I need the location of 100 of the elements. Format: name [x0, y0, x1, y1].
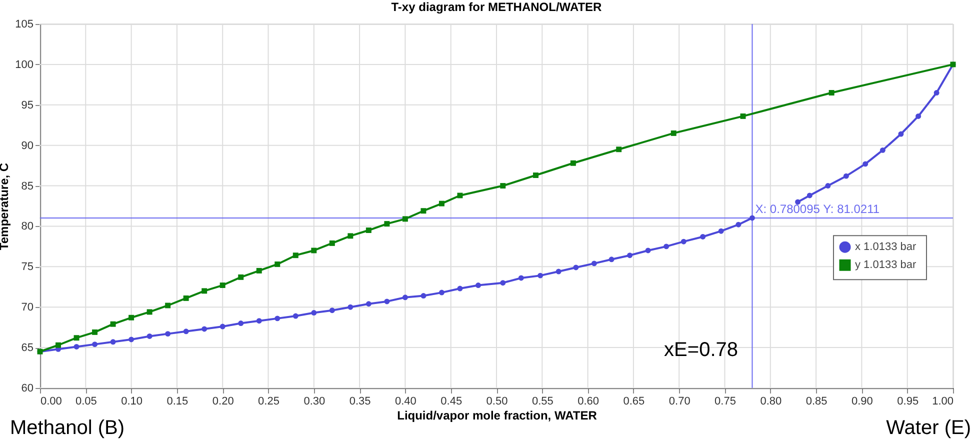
y-axis-title: Temperature, C — [0, 162, 12, 250]
point — [183, 328, 189, 334]
point — [457, 192, 463, 198]
point — [366, 301, 372, 307]
point — [256, 268, 262, 274]
point — [518, 275, 524, 281]
point — [110, 321, 116, 327]
y-tick-label: 60 — [21, 382, 34, 394]
y-tick-label: 105 — [15, 18, 34, 30]
point — [292, 252, 298, 258]
x-tick-label: 0.25 — [258, 396, 280, 408]
point — [348, 304, 354, 310]
x-tick-label: 0.15 — [166, 396, 188, 408]
x-tick-label: 0.95 — [897, 396, 919, 408]
x-axis-title: Liquid/vapor mole fraction, WATER — [397, 408, 598, 422]
point — [292, 313, 298, 319]
y-tick-label: 70 — [21, 302, 34, 314]
annotation: X: 0.780095 Y: 81.0211 — [755, 202, 880, 216]
x-tick-label: 0.75 — [714, 396, 736, 408]
point — [274, 262, 280, 267]
point — [311, 248, 317, 254]
x-tick-label: 0.80 — [760, 396, 782, 408]
point — [348, 233, 354, 239]
point — [384, 221, 390, 227]
point — [56, 342, 61, 348]
chart-title: T-xy diagram for METHANOL/WATER — [391, 0, 602, 14]
point — [183, 295, 189, 301]
point — [366, 228, 372, 234]
point — [311, 310, 317, 316]
point — [128, 336, 134, 342]
x-tick-label: 0.70 — [668, 396, 690, 408]
point — [880, 147, 886, 153]
y-tick-label: 90 — [21, 140, 34, 152]
point — [825, 183, 831, 189]
point — [500, 183, 506, 189]
point — [533, 172, 538, 178]
point — [402, 216, 408, 222]
point — [934, 90, 940, 96]
x-tick-label: 0.10 — [121, 396, 143, 408]
point — [556, 268, 562, 274]
point — [384, 298, 390, 304]
point — [828, 90, 834, 96]
text: Water (E) — [886, 417, 971, 439]
x-tick-label: 0.35 — [349, 396, 371, 408]
point — [74, 335, 80, 341]
point — [202, 326, 208, 332]
point — [718, 228, 724, 234]
point — [608, 256, 614, 262]
point — [165, 331, 171, 337]
y-tick-label: 75 — [21, 261, 34, 274]
point — [591, 260, 597, 266]
point — [165, 302, 171, 308]
x-tick-label: 0.60 — [578, 396, 600, 408]
point — [476, 282, 481, 288]
point — [749, 215, 755, 221]
point — [238, 320, 244, 326]
x-tick-label: 0.20 — [212, 396, 234, 408]
x-tick-label: 0.90 — [851, 396, 873, 408]
point — [538, 272, 544, 278]
x-tick-label: 0.40 — [394, 396, 416, 408]
point — [862, 161, 868, 167]
point — [256, 318, 262, 324]
point — [664, 244, 670, 250]
x-tick-label: 0.45 — [440, 396, 462, 408]
y-tick-label: 80 — [21, 220, 34, 233]
x-tick-label: 0.85 — [806, 396, 828, 408]
y-tick-label: 65 — [21, 342, 34, 354]
legend-label: y 1.0133 bar — [855, 259, 916, 272]
point — [843, 173, 849, 179]
point — [220, 282, 226, 288]
point — [329, 240, 335, 246]
y-tick-label: 95 — [21, 99, 34, 112]
annotation: xE=0.78 — [664, 339, 738, 361]
x-tick-label: 0.30 — [304, 396, 326, 408]
text: Methanol (B) — [10, 417, 124, 439]
point — [274, 316, 280, 322]
point — [92, 329, 98, 335]
x-tick-label: 0.00 — [40, 396, 62, 408]
point — [74, 344, 80, 350]
point — [220, 324, 226, 330]
point — [806, 192, 812, 198]
point — [420, 208, 426, 214]
point — [110, 339, 116, 345]
x-tick-label: 1.00 — [932, 396, 954, 408]
x-tick-label: 0.55 — [532, 396, 554, 408]
point — [700, 234, 706, 240]
point — [795, 199, 801, 205]
point — [627, 252, 633, 258]
x-tick-label: 0.05 — [75, 396, 97, 408]
point — [128, 314, 134, 320]
point — [898, 131, 904, 137]
point — [570, 160, 576, 166]
point — [238, 274, 244, 280]
point — [736, 222, 742, 228]
point — [202, 288, 208, 294]
point — [573, 264, 579, 270]
point — [146, 334, 152, 339]
point — [402, 294, 408, 300]
point — [740, 113, 746, 119]
point — [670, 130, 676, 136]
